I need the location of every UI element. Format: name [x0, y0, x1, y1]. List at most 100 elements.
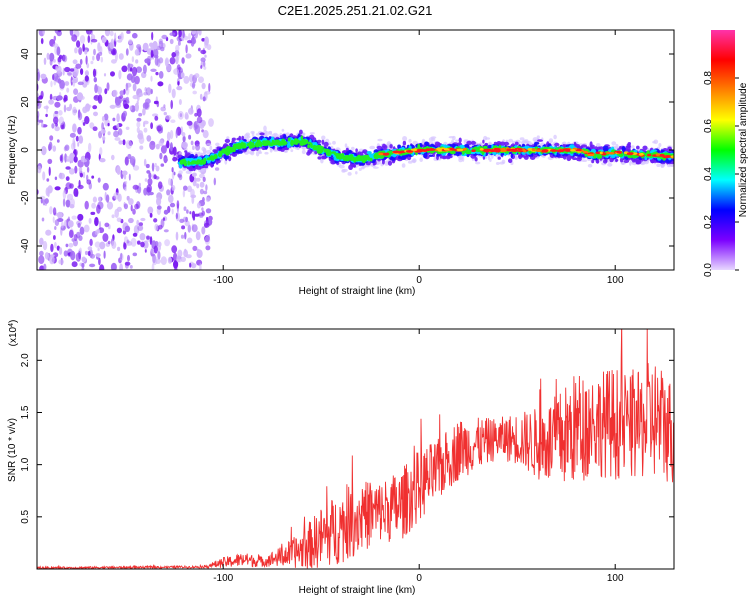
noise-blob — [136, 117, 142, 122]
ridge-blob — [255, 133, 260, 136]
noise-blob — [150, 122, 154, 130]
noise-blob — [154, 56, 159, 66]
noise-blob — [128, 198, 134, 206]
ridge-blob — [448, 136, 454, 139]
noise-blob — [56, 95, 63, 101]
noise-blob — [78, 167, 83, 172]
ridge-blob — [495, 162, 500, 165]
ridge-hot-spot — [606, 151, 611, 155]
noise-blob — [126, 73, 133, 81]
snr-panel: 0.51.01.52.0 -100 0 100 SNR (10 * v/v) Hei… — [7, 320, 675, 596]
ridge-blob — [377, 138, 383, 142]
noise-blob — [144, 102, 150, 109]
noise-blob — [154, 115, 159, 121]
noise-blob — [187, 185, 192, 193]
noise-blob — [111, 154, 115, 161]
ridge-blob — [364, 156, 368, 161]
ridge-blob — [274, 139, 279, 144]
noise-blob — [47, 158, 53, 164]
noise-blob — [199, 93, 203, 100]
noise-blob — [75, 252, 82, 262]
ridge-blob — [366, 151, 372, 155]
ridge-blob — [241, 135, 244, 140]
noise-blob — [176, 200, 180, 209]
noise-blob — [198, 30, 202, 36]
noise-blob — [130, 237, 137, 247]
noise-blob — [188, 33, 191, 41]
noise-blob — [181, 225, 186, 230]
noise-blob — [145, 87, 152, 96]
noise-blob — [191, 30, 197, 35]
ridge-hot-spot — [638, 153, 643, 156]
noise-blob — [202, 130, 209, 139]
noise-blob — [102, 182, 109, 191]
noise-blob — [43, 105, 49, 110]
ridge-hot-spot — [479, 148, 484, 151]
ridge-blob — [321, 135, 326, 140]
noise-blob — [199, 263, 202, 270]
noise-blob — [68, 243, 74, 248]
noise-blob — [205, 184, 208, 192]
noise-blob — [127, 217, 134, 224]
noise-blob — [163, 229, 169, 233]
noise-blob — [153, 100, 159, 105]
noise-blob — [40, 90, 44, 99]
ridge-blob — [279, 135, 284, 139]
noise-blob — [122, 170, 128, 176]
noise-blob — [190, 140, 194, 146]
noise-blob — [119, 95, 124, 99]
ridge-blob — [553, 134, 557, 140]
noise-blob — [149, 213, 153, 218]
noise-blob — [84, 200, 89, 210]
noise-blob — [163, 157, 168, 163]
ridge-blob — [345, 147, 349, 152]
ridge-blob — [355, 148, 358, 153]
ridge-blob — [581, 159, 588, 162]
noise-blob — [181, 57, 185, 64]
noise-blob — [45, 113, 48, 118]
noise-blob — [145, 163, 150, 169]
ridge-blob — [554, 142, 560, 147]
noise-blob — [65, 166, 71, 170]
noise-blob — [60, 221, 64, 229]
noise-blob — [59, 79, 65, 89]
noise-blob — [173, 146, 177, 156]
noise-blob — [44, 198, 49, 204]
ridge-blob — [355, 171, 358, 175]
noise-blob — [109, 41, 115, 50]
noise-blob — [64, 66, 71, 73]
noise-blob — [204, 54, 207, 58]
noise-blob — [166, 189, 171, 196]
noise-blob — [135, 59, 139, 64]
noise-blob — [196, 202, 201, 209]
ridge-blob — [652, 141, 656, 144]
noise-blob — [174, 267, 178, 270]
x-axis-ticks: -100 0 100 — [213, 30, 624, 286]
noise-blob — [78, 135, 84, 144]
ridge-blob — [229, 142, 234, 146]
noise-blob — [150, 53, 154, 57]
noise-blob — [58, 259, 65, 265]
ridge-blob — [627, 144, 631, 149]
ridge-blob — [441, 155, 447, 160]
noise-blob — [171, 208, 174, 215]
noise-blob — [71, 215, 77, 220]
ridge-blob — [282, 142, 286, 146]
colorbar-tick-label: 0.2 — [703, 215, 714, 229]
noise-blob — [96, 86, 103, 95]
noise-blob — [43, 263, 47, 270]
ridge-blob — [474, 157, 478, 162]
ridge-blob — [347, 172, 352, 176]
snr-y-tick-label: 2.0 — [20, 353, 31, 367]
noise-blob — [70, 250, 76, 261]
noise-blob — [157, 181, 163, 189]
ridge-blob — [420, 151, 425, 155]
noise-blob — [184, 112, 189, 120]
noise-blob — [213, 177, 216, 186]
ridge-blob — [199, 160, 204, 165]
noise-blob — [171, 167, 174, 173]
noise-blob — [112, 117, 116, 122]
ridge-blob — [607, 162, 613, 167]
ridge-blob — [352, 163, 356, 168]
noise-blob — [192, 180, 197, 187]
